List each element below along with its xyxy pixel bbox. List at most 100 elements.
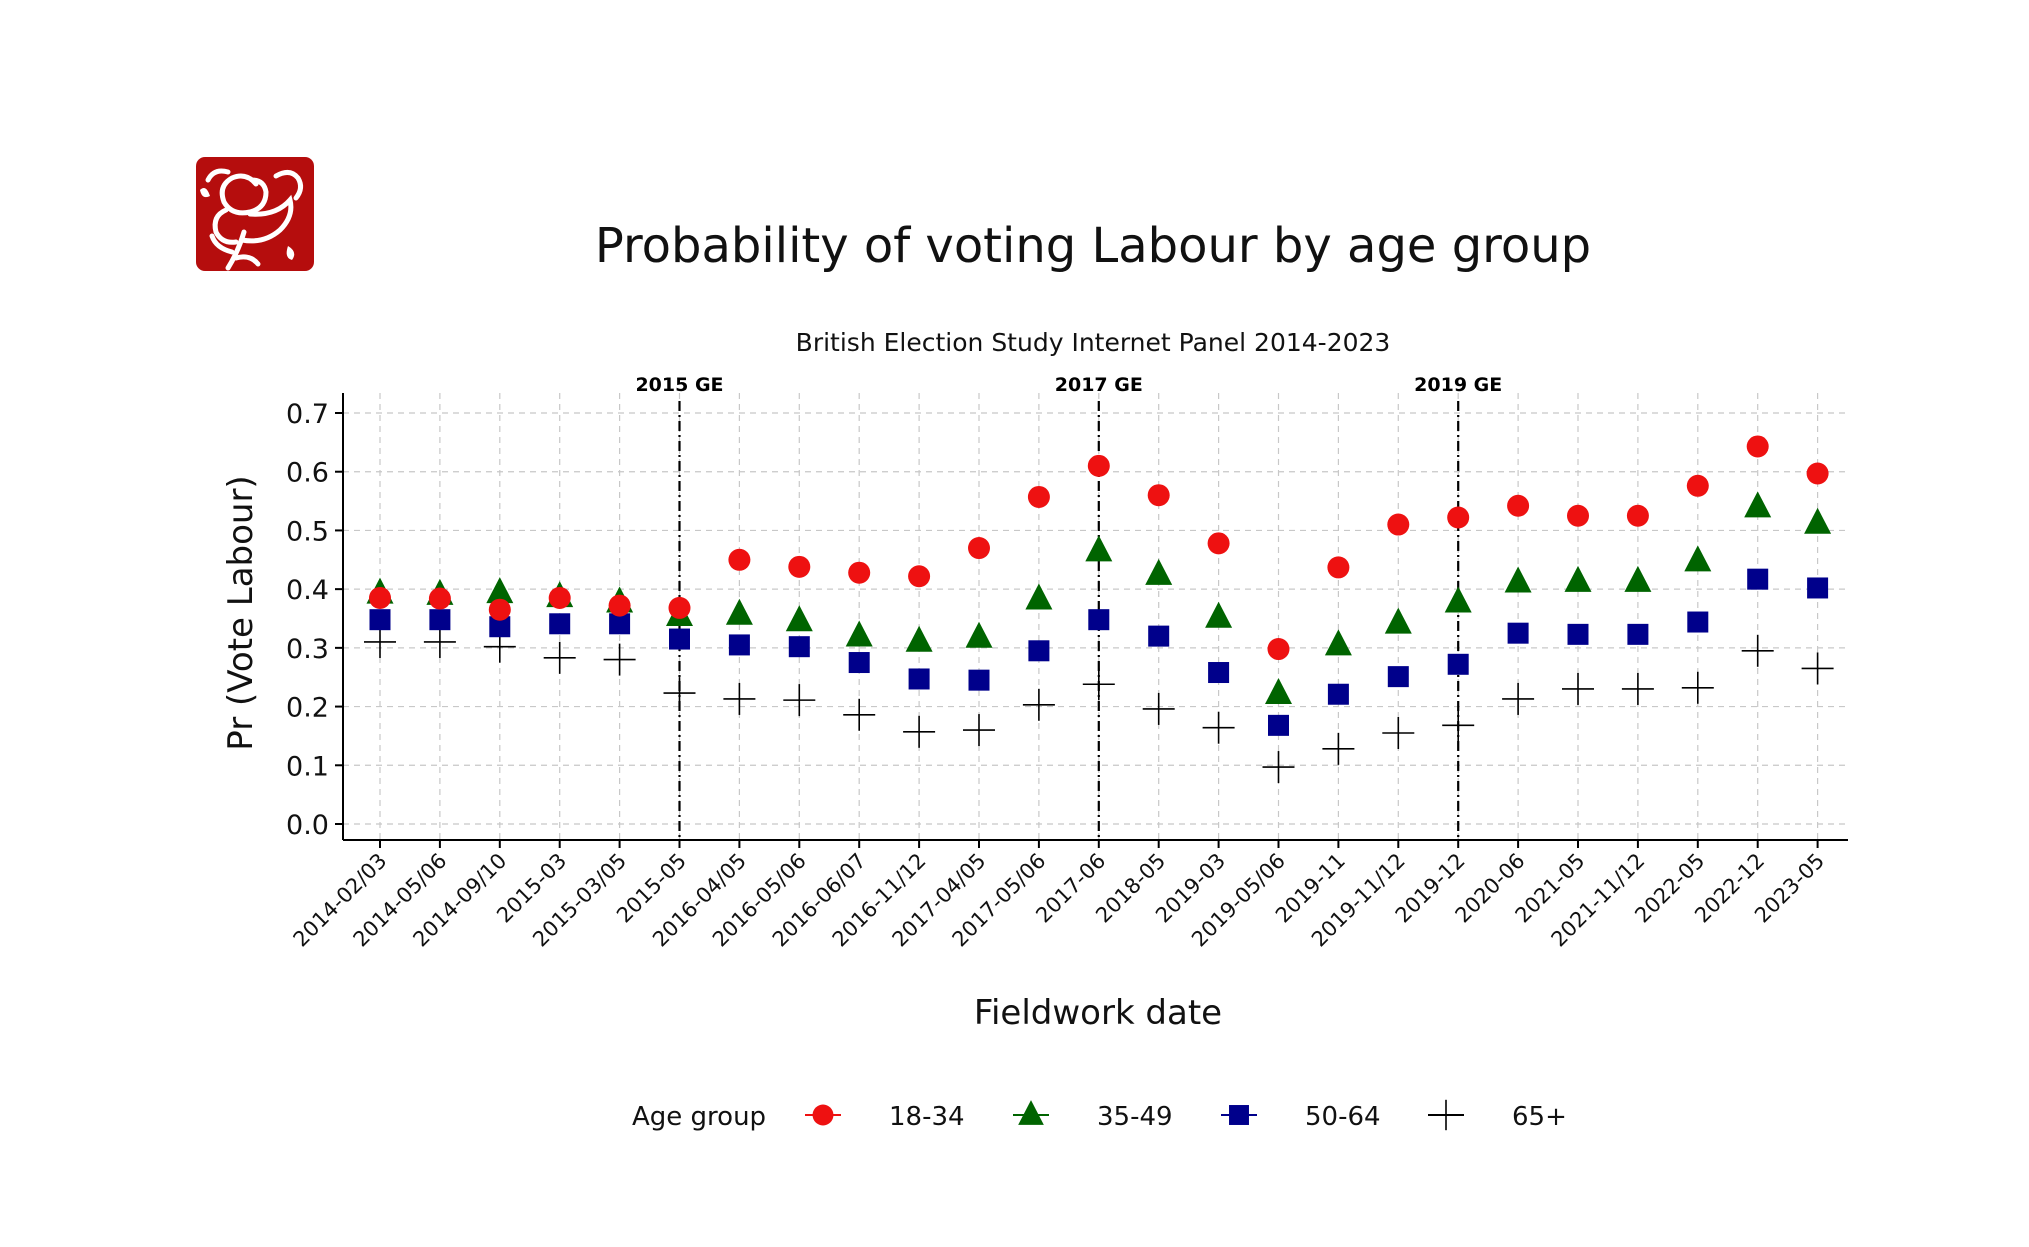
point-35-49: [486, 577, 514, 604]
point-50-64: [1268, 714, 1289, 736]
chart-title: Probability of voting Labour by age grou…: [595, 218, 1591, 274]
point-65+: [1502, 682, 1535, 715]
y-tick-label: 0.0: [286, 810, 329, 841]
point-35-49: [1504, 566, 1532, 593]
point-65+: [1442, 709, 1475, 742]
election-label: 2017 GE: [1055, 374, 1143, 396]
legend-marker-18-34: [812, 1104, 834, 1126]
point-65+: [364, 625, 396, 658]
point-50-64: [1747, 568, 1769, 590]
legend-label: 18-34: [889, 1102, 965, 1132]
point-65+: [663, 677, 696, 710]
point-50-64: [968, 669, 990, 691]
point-50-64: [1627, 623, 1649, 645]
point-35-49: [1684, 545, 1712, 572]
point-18-34: [1447, 506, 1470, 529]
data-points: [364, 435, 1834, 784]
point-50-64: [1028, 640, 1050, 662]
point-65+: [543, 641, 576, 674]
point-35-49: [1324, 629, 1352, 656]
point-50-64: [669, 628, 690, 650]
point-18-34: [1507, 494, 1530, 517]
point-50-64: [1327, 683, 1349, 705]
point-65+: [1262, 751, 1295, 784]
point-18-34: [428, 587, 451, 610]
point-65+: [603, 643, 636, 676]
point-50-64: [1387, 666, 1409, 688]
point-50-64: [489, 616, 511, 638]
point-18-34: [1207, 532, 1230, 555]
point-65+: [1322, 732, 1355, 765]
point-18-34: [548, 586, 571, 609]
point-50-64: [609, 613, 631, 635]
reference-lines: 2015 GE 2017 GE 2019 GE: [635, 374, 1502, 840]
point-50-64: [369, 609, 391, 631]
y-tick-label: 0.3: [286, 634, 329, 665]
x-ticks: 2014-02/032014-05/062014-09/102015-03201…: [289, 840, 1829, 951]
point-35-49: [845, 620, 873, 647]
point-18-34: [968, 537, 990, 560]
y-tick-label: 0.1: [286, 751, 329, 782]
point-18-34: [1327, 556, 1350, 579]
point-35-49: [1624, 565, 1652, 592]
point-65+: [723, 682, 756, 715]
point-65+: [783, 684, 816, 717]
point-65+: [1681, 671, 1714, 704]
point-35-49: [1145, 558, 1173, 585]
point-65+: [963, 714, 995, 747]
point-50-64: [1507, 622, 1529, 644]
point-50-64: [549, 613, 571, 635]
y-ticks: 0.0 0.1 0.2 0.3 0.4 0.5 0.6 0.7: [286, 399, 343, 841]
point-18-34: [1806, 462, 1829, 485]
legend-marker-50-64: [1229, 1105, 1249, 1125]
point-35-49: [1564, 565, 1592, 592]
point-50-64: [1687, 611, 1709, 633]
point-35-49: [1085, 535, 1113, 562]
legend-marker-65+: [1430, 1099, 1462, 1131]
point-35-49: [1384, 607, 1412, 634]
point-50-64: [1567, 623, 1589, 645]
point-50-64: [1148, 625, 1170, 647]
point-50-64: [908, 668, 930, 690]
x-axis-title: Fieldwork date: [974, 993, 1222, 1033]
point-35-49: [1205, 601, 1233, 628]
legend-label: 35-49: [1097, 1102, 1173, 1132]
point-65+: [1801, 652, 1834, 685]
point-65+: [1621, 672, 1654, 705]
point-18-34: [1027, 485, 1050, 508]
point-35-49: [905, 625, 933, 652]
point-50-64: [788, 636, 810, 658]
legend: Age group 18-34 35-49 50-64 65+: [632, 1099, 1567, 1132]
point-50-64: [1088, 609, 1110, 631]
point-50-64: [848, 652, 870, 674]
point-65+: [1562, 672, 1594, 705]
point-18-34: [488, 598, 511, 621]
legend-title: Age group: [632, 1102, 766, 1132]
point-50-64: [429, 609, 451, 631]
point-65+: [843, 698, 876, 731]
point-65+: [903, 715, 936, 748]
y-tick-label: 0.2: [286, 693, 329, 724]
point-18-34: [1567, 504, 1589, 527]
point-65+: [1082, 668, 1115, 701]
election-label: 2015 GE: [635, 374, 723, 396]
point-65+: [1382, 716, 1415, 749]
point-18-34: [1267, 638, 1290, 661]
point-18-34: [1626, 504, 1649, 527]
point-35-49: [785, 605, 813, 632]
point-18-34: [1746, 435, 1769, 458]
point-18-34: [848, 561, 871, 584]
point-50-64: [1807, 577, 1829, 599]
labour-rose-logo-icon: [196, 157, 314, 271]
y-tick-label: 0.7: [286, 399, 329, 430]
point-35-49: [1025, 583, 1053, 610]
point-18-34: [369, 586, 391, 609]
chart-subtitle: British Election Study Internet Panel 20…: [796, 328, 1391, 357]
point-35-49: [965, 621, 993, 648]
point-18-34: [1686, 474, 1709, 497]
point-35-49: [725, 598, 753, 625]
legend-marker-35-49: [1018, 1100, 1044, 1125]
point-35-49: [1265, 678, 1292, 705]
point-18-34: [788, 555, 811, 578]
